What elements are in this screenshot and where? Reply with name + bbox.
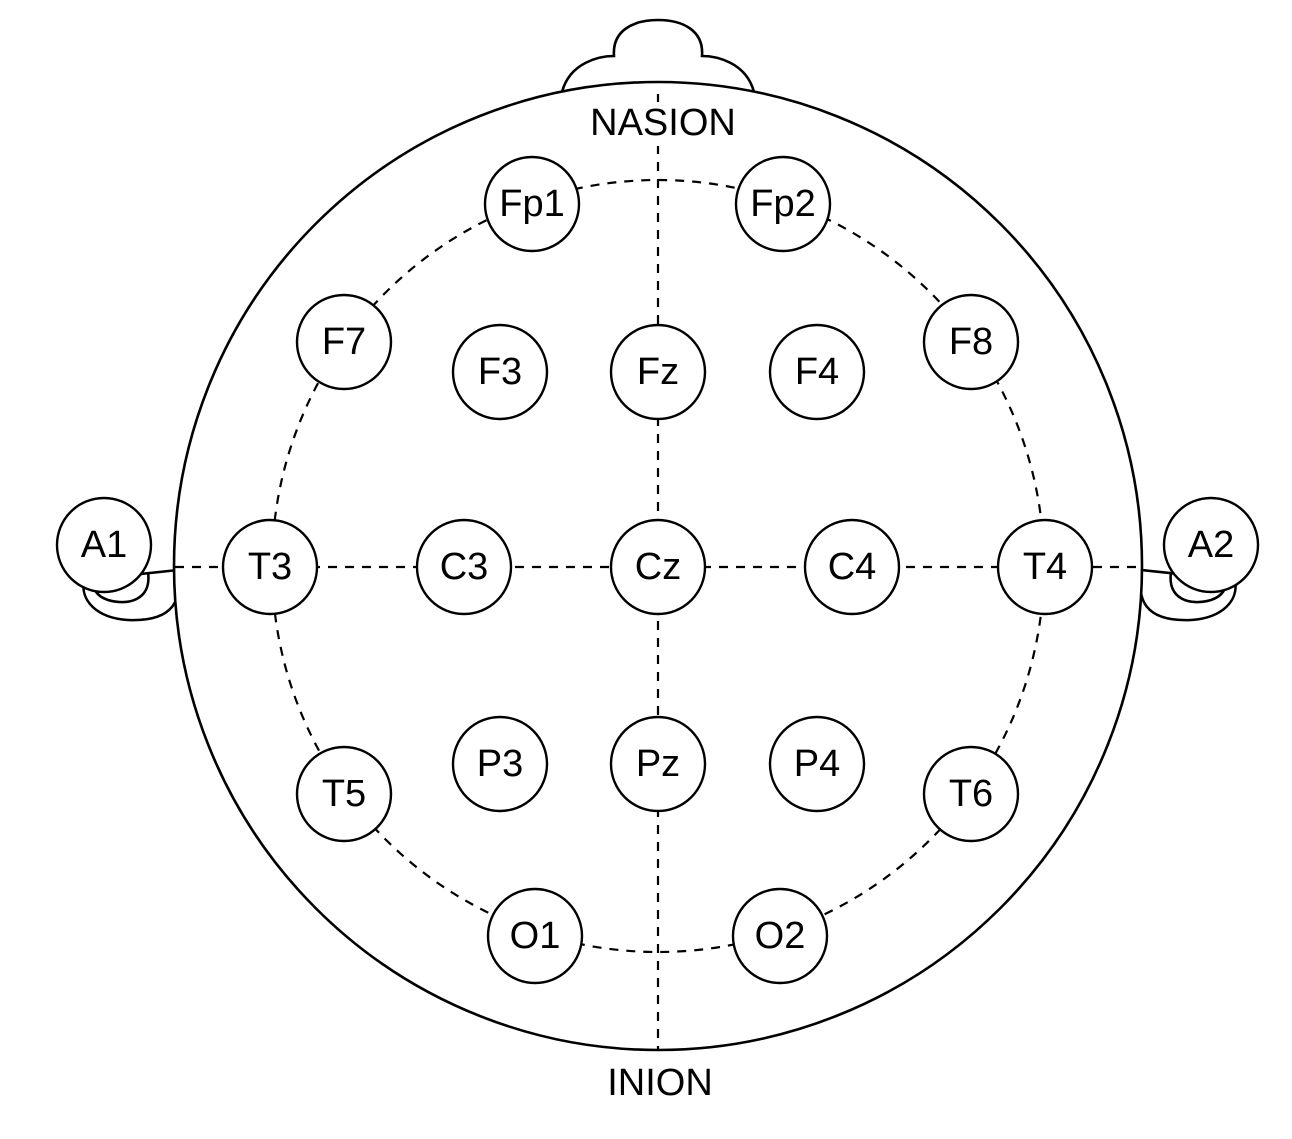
nose-outline (560, 18, 756, 94)
electrode-P4[interactable]: P4 (768, 715, 866, 813)
nasion-label: NASION (590, 102, 736, 144)
electrode-Cz[interactable]: Cz (609, 518, 707, 616)
electrode-P3[interactable]: P3 (451, 715, 549, 813)
nasion-label-bg (580, 102, 736, 146)
electrode-O1[interactable]: O1 (486, 887, 584, 985)
electrode-F3[interactable]: F3 (451, 323, 549, 421)
electrode-label: T4 (1023, 546, 1067, 588)
electrode-O2[interactable]: O2 (731, 887, 829, 985)
electrode-label: P4 (794, 743, 840, 785)
electrode-label: P3 (477, 743, 523, 785)
electrode-T3[interactable]: T3 (221, 518, 319, 616)
electrode-label: Cz (635, 546, 681, 588)
electrode-Fp1[interactable]: Fp1 (483, 155, 581, 253)
electrode-label: T6 (949, 773, 993, 815)
electrode-label: O1 (510, 915, 561, 957)
electrode-label: A2 (1188, 524, 1234, 566)
electrode-Fp2[interactable]: Fp2 (734, 155, 832, 253)
electrode-label: C4 (828, 546, 877, 588)
inion-label: INION (607, 1062, 713, 1104)
electrode-label: Fp1 (499, 183, 564, 225)
electrode-T6[interactable]: T6 (922, 745, 1020, 843)
electrode-label: F4 (795, 351, 839, 393)
electrode-F4[interactable]: F4 (768, 323, 866, 421)
electrode-Pz[interactable]: Pz (609, 715, 707, 813)
electrode-label: F3 (478, 351, 522, 393)
electrode-label: O2 (755, 915, 806, 957)
electrode-label: A1 (81, 524, 127, 566)
electrode-Fz[interactable]: Fz (609, 323, 707, 421)
electrode-A1[interactable]: A1 (55, 496, 153, 594)
electrode-T4[interactable]: T4 (996, 518, 1094, 616)
electrode-label: F7 (322, 321, 366, 363)
electrode-label: Pz (636, 743, 680, 785)
electrode-label: Fp2 (750, 183, 815, 225)
electrode-label: C3 (440, 546, 489, 588)
electrode-F8[interactable]: F8 (922, 293, 1020, 391)
electrode-F7[interactable]: F7 (295, 293, 393, 391)
electrode-A2[interactable]: A2 (1162, 496, 1260, 594)
electrode-T5[interactable]: T5 (295, 745, 393, 843)
electrode-label: Fz (637, 351, 679, 393)
electrode-C3[interactable]: C3 (415, 518, 513, 616)
electrode-C4[interactable]: C4 (803, 518, 901, 616)
electrode-label: T3 (248, 546, 292, 588)
electrode-label: F8 (949, 321, 993, 363)
electrode-label: T5 (322, 773, 366, 815)
